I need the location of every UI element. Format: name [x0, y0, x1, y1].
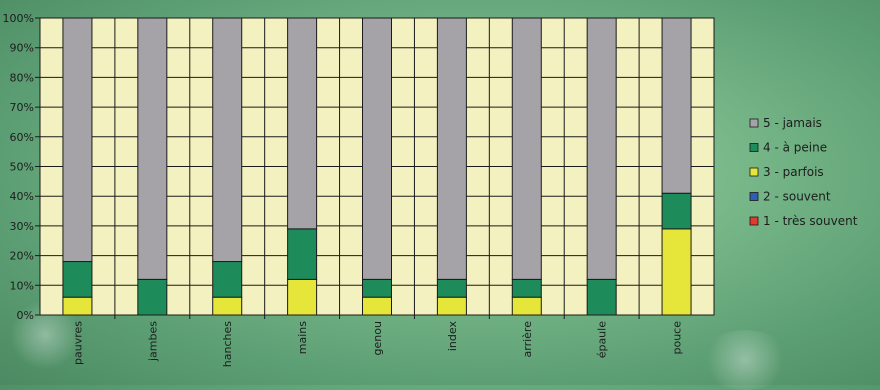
y-tick-label: 60%	[10, 131, 34, 144]
bar-segment	[586, 17, 617, 280]
y-tick-label: 90%	[10, 42, 34, 55]
y-tick-label: 20%	[10, 250, 34, 263]
bar-segment	[287, 278, 318, 316]
y-tick-label: 40%	[10, 190, 34, 203]
y-tick-label: 100%	[3, 12, 34, 25]
bar-stack	[212, 17, 243, 316]
bar-segment	[62, 17, 93, 263]
bar-segment	[287, 228, 318, 280]
bar-segment	[586, 278, 617, 316]
y-tick-label: 0%	[17, 309, 34, 322]
bar-stack	[137, 17, 168, 316]
bar-segment	[436, 17, 467, 280]
legend: 5 - jamais 4 - à peine 3 - parfois 2 - souv…	[749, 116, 858, 228]
plot-border	[39, 17, 715, 316]
bar-segment	[661, 17, 692, 194]
legend-item: 4 - à peine	[749, 141, 827, 155]
x-tick-label: pauvres	[71, 321, 84, 365]
bar-segment	[212, 261, 243, 298]
bar-segment	[661, 228, 692, 316]
legend-item: 5 - jamais	[749, 116, 822, 130]
x-tick-label: arrière	[521, 321, 534, 358]
bar-stack	[436, 17, 467, 316]
bar-segment	[436, 296, 467, 316]
legend-swatch	[749, 216, 759, 226]
bar-segment	[511, 296, 542, 316]
x-tick-label: épaule	[596, 321, 609, 359]
bar-stack	[661, 17, 692, 316]
legend-item: 3 - parfois	[749, 165, 824, 179]
bar-stack	[62, 17, 93, 316]
x-tick-label: genou	[371, 321, 384, 355]
bar-segment	[511, 17, 542, 280]
x-tick-label: mains	[296, 321, 309, 354]
x-tick-label: hanches	[221, 321, 234, 367]
y-tick-label: 30%	[10, 220, 34, 233]
bar-segment	[212, 296, 243, 316]
bar-segment	[287, 17, 318, 230]
bar-stack	[362, 17, 392, 316]
legend-label: 2 - souvent	[763, 190, 831, 204]
x-tick-label: pouce	[671, 321, 684, 355]
bar-segment	[137, 278, 168, 316]
legend-label: 3 - parfois	[763, 165, 824, 179]
bars	[62, 17, 692, 316]
bar-segment	[62, 296, 93, 316]
legend-item: 2 - souvent	[749, 190, 831, 204]
bar-segment	[511, 278, 542, 298]
y-tick-label: 10%	[10, 279, 34, 292]
legend-swatch	[749, 192, 759, 201]
legend-swatch	[749, 118, 759, 128]
legend-swatch	[749, 167, 759, 177]
y-tick-label: 50%	[10, 161, 34, 174]
bar-segment	[661, 192, 692, 230]
bar-stack	[511, 17, 542, 316]
legend-label: 5 - jamais	[763, 116, 822, 130]
y-tick-label: 70%	[10, 101, 34, 114]
x-tick-label: index	[446, 321, 459, 352]
bar-segment	[362, 296, 392, 316]
axes: 0% 10% 20% 30% 40% 50% 60% 70% 80% 90% 100% pauvres…	[3, 12, 715, 367]
bar-segment	[362, 17, 392, 280]
bar-stack	[586, 17, 617, 316]
bar-segment	[436, 278, 467, 298]
bar-segment	[212, 17, 243, 263]
legend-label: 4 - à peine	[763, 141, 827, 155]
bar-segment	[362, 278, 392, 298]
y-tick-label: 80%	[10, 71, 34, 84]
x-tick-label: jambes	[146, 321, 159, 362]
legend-swatch	[749, 143, 759, 152]
legend-label: 1 - très souvent	[763, 214, 858, 228]
legend-item: 1 - très souvent	[749, 214, 858, 228]
bar-stack	[287, 17, 318, 316]
bar-segment	[62, 261, 93, 298]
bar-segment	[137, 17, 168, 280]
